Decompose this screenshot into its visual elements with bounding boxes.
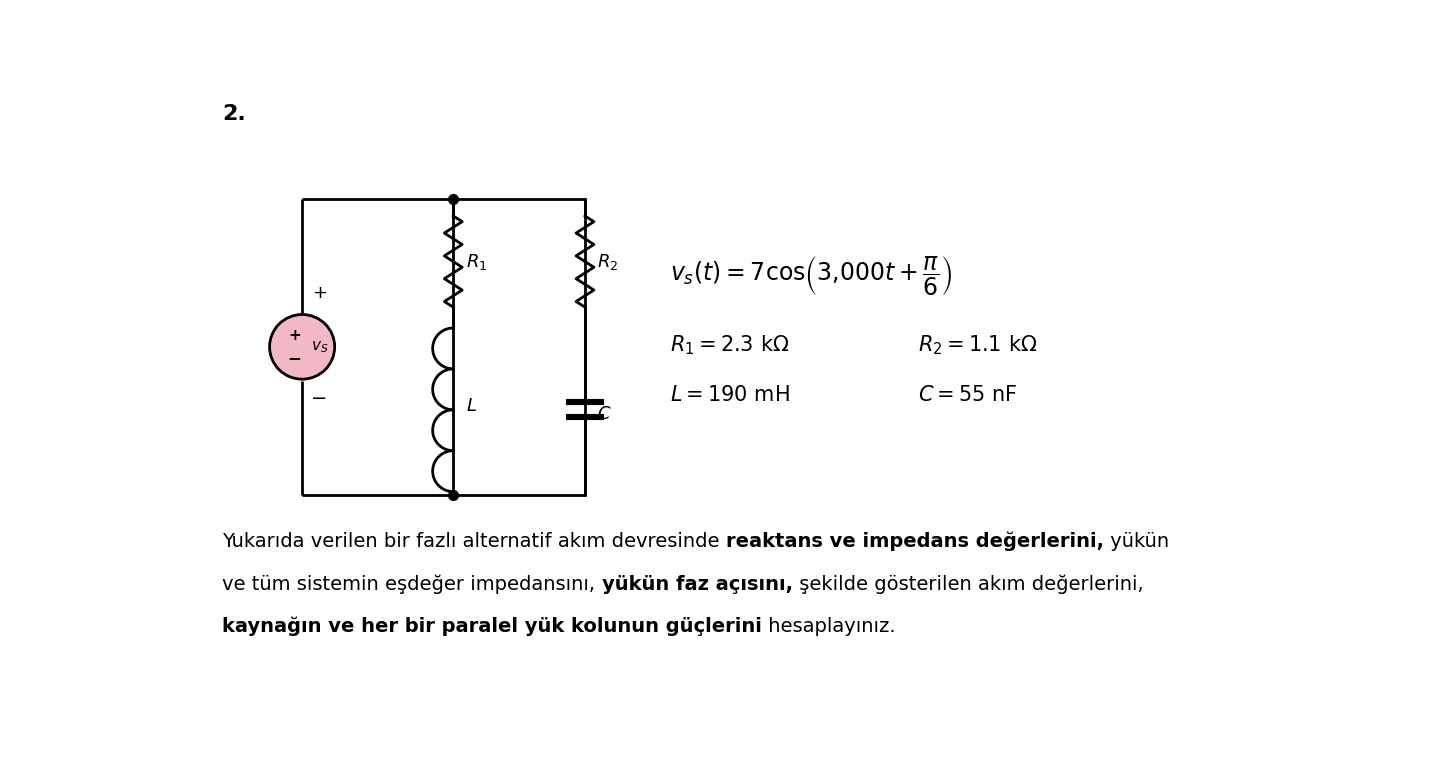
Text: −: − [312,389,328,408]
Text: yükün: yükün [1104,532,1169,551]
Text: $v_s(t) = 7\cos\!\left(3{,}000t + \dfrac{\pi}{6}\right)$: $v_s(t) = 7\cos\!\left(3{,}000t + \dfrac… [670,255,952,298]
Text: $R_2 = 1.1\ \mathrm{k\Omega}$: $R_2 = 1.1\ \mathrm{k\Omega}$ [919,334,1038,357]
Text: $R_2$: $R_2$ [597,252,619,271]
Text: reaktans ve impedans değerlerini,: reaktans ve impedans değerlerini, [727,532,1104,552]
Text: $v_S$: $v_S$ [312,339,329,355]
Text: yükün faz açısını,: yükün faz açısını, [601,575,792,594]
Text: kaynağın ve her bir paralel yük kolunun güçlerini: kaynağın ve her bir paralel yük kolunun … [223,616,761,636]
Text: 2.: 2. [223,104,246,125]
Text: +: + [288,328,301,343]
Text: $C = 55\ \mathrm{nF}$: $C = 55\ \mathrm{nF}$ [919,385,1018,405]
Text: −: − [287,350,301,367]
Text: $L = 190\ \mathrm{mH}$: $L = 190\ \mathrm{mH}$ [670,385,791,405]
Text: $L$: $L$ [466,397,476,415]
Text: $C$: $C$ [597,404,612,423]
Text: şekilde gösterilen akım değerlerini,: şekilde gösterilen akım değerlerini, [792,575,1143,594]
Circle shape [269,315,335,379]
Text: +: + [312,284,326,302]
Text: ve tüm sistemin eşdeğer impedansını,: ve tüm sistemin eşdeğer impedansını, [223,575,601,594]
Text: hesaplayınız.: hesaplayınız. [761,617,895,636]
Text: $R_1$: $R_1$ [466,252,486,271]
Text: Yukarıda verilen bir fazlı alternatif akım devresinde: Yukarıda verilen bir fazlı alternatif ak… [223,532,727,551]
Text: $R_1 = 2.3\ \mathrm{k\Omega}$: $R_1 = 2.3\ \mathrm{k\Omega}$ [670,334,789,357]
